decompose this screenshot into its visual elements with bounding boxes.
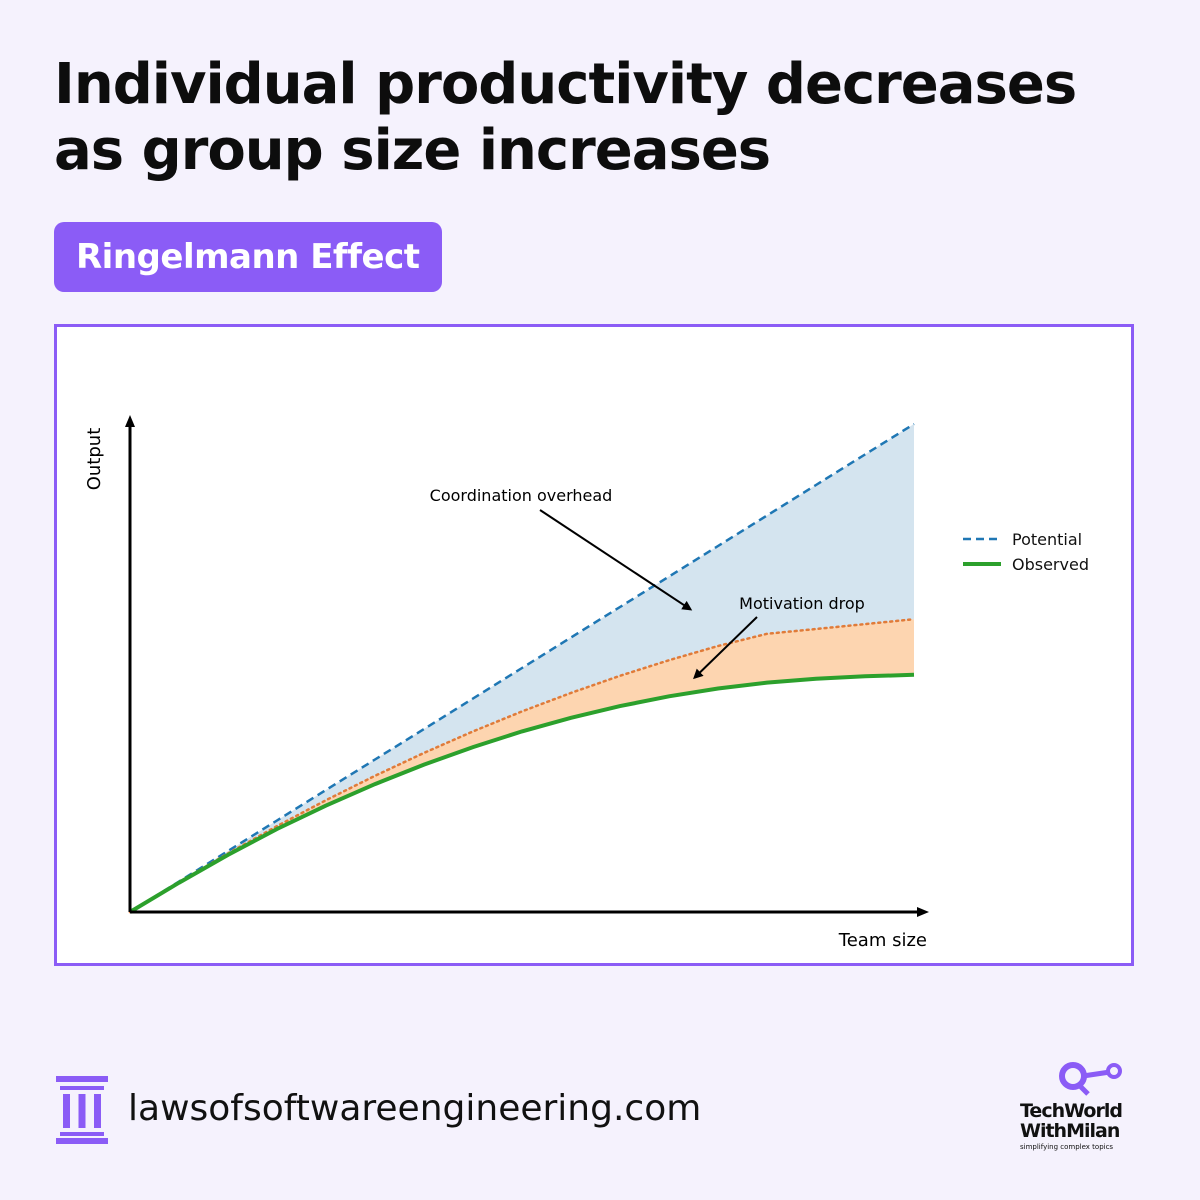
headline: Individual productivity decreases as gro…	[54, 52, 1164, 184]
annotation-coordination-overhead: Coordination overhead	[430, 486, 613, 505]
topic-tag: Ringelmann Effect	[54, 222, 442, 292]
legend-label-observed: Observed	[1012, 555, 1089, 574]
after-coordination-line	[128, 617, 916, 914]
x-axis-label: Team size	[838, 930, 927, 951]
columns-icon	[54, 1074, 110, 1144]
ringelmann-chart: Coordination overhead Motivation drop Pot…	[84, 415, 1089, 951]
brand-mark-icon	[1059, 1062, 1122, 1096]
chart-frame: Coordination overhead Motivation drop Pot…	[54, 324, 1134, 966]
legend-label-potential: Potential	[1012, 530, 1082, 549]
headline-line-1: Individual productivity decreases	[54, 52, 1077, 117]
brand-tagline: simplifying complex topics	[1020, 1143, 1114, 1151]
brand-name-line-2: WithMilan	[1020, 1120, 1120, 1142]
brand-logo: TechWorld WithMilan simplifying complex …	[1014, 1058, 1154, 1158]
website-link[interactable]: lawsofsoftwareengineering.com	[128, 1088, 702, 1129]
y-axis-arrow	[125, 415, 135, 427]
annotation-motivation-drop: Motivation drop	[739, 594, 865, 613]
motivation-drop-area	[130, 619, 914, 912]
observed-line	[128, 672, 915, 914]
headline-line-2: as group size increases	[54, 118, 771, 183]
x-axis-arrow	[917, 907, 929, 917]
y-axis-label: Output	[84, 428, 105, 491]
brand-name-line-1: TechWorld	[1020, 1100, 1123, 1122]
potential-line	[129, 422, 915, 914]
annotation-arrow-motivation	[693, 616, 758, 680]
annotation-arrow-coordination	[539, 509, 693, 611]
